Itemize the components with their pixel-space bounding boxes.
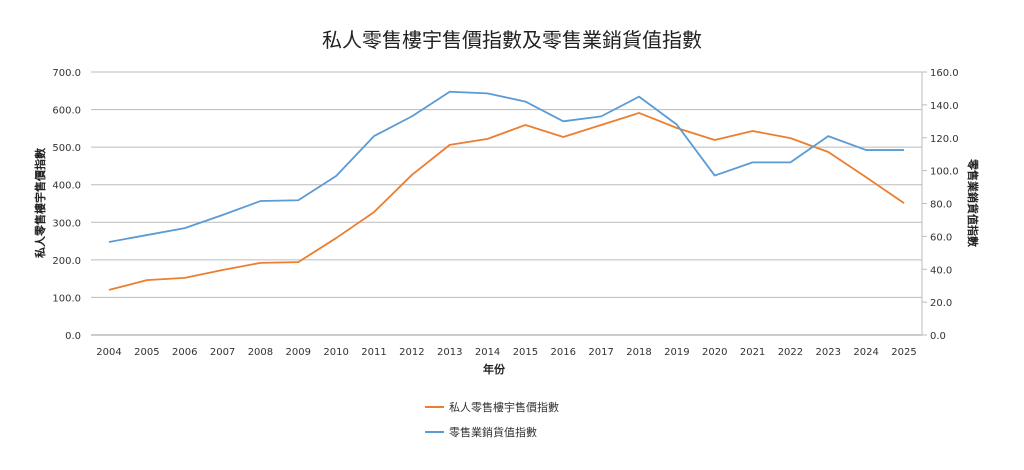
- x-tick-label: 2013: [437, 347, 462, 358]
- y-tick-label: 600.0: [52, 106, 81, 117]
- y2-tick-label: 140.0: [930, 101, 959, 112]
- legend-label-price: 私人零售樓宇售價指數: [449, 400, 559, 414]
- y2-tick-label: 120.0: [930, 134, 959, 145]
- x-tick-label: 2016: [551, 347, 576, 358]
- x-axis: 2004 2005 2006 2007 2008 2009 2010 2011 2012 2013…: [96, 347, 916, 358]
- y2-axis-label: 零售業銷貨值指數: [966, 158, 980, 247]
- series-lines: [108, 90, 905, 291]
- legend-label-retail: 零售業銷貨值指數: [449, 425, 537, 439]
- y-tick-label: 200.0: [52, 256, 81, 267]
- x-tick-label: 2010: [323, 347, 348, 358]
- x-tick-label: 2008: [248, 347, 273, 358]
- y-tick-label: 0.0: [65, 331, 81, 342]
- y2-tick-label: 80.0: [930, 200, 952, 211]
- y-axis-left: 0.0 100.0 200.0 300.0 400.0 500.0 600.0 700.0: [52, 68, 81, 342]
- x-tick-label: 2015: [513, 347, 538, 358]
- series-line-price-index: [108, 112, 905, 291]
- x-tick-label: 2006: [172, 347, 197, 358]
- chart-title: 私人零售樓宇售價指數及零售業銷貨值指數: [322, 28, 702, 52]
- x-tick-label: 2020: [702, 347, 727, 358]
- legend: 私人零售樓宇售價指數 零售業銷貨值指數: [425, 400, 559, 439]
- y2-tick-label: 20.0: [930, 298, 952, 309]
- y-tick-label: 300.0: [52, 218, 81, 229]
- y2-tick-label: 100.0: [930, 167, 959, 178]
- y-axis-right: 0.0 20.0 40.0 60.0 80.0 100.0 120.0 140.0 160.0: [930, 68, 959, 342]
- x-tick-label: 2012: [399, 347, 424, 358]
- x-tick-label: 2024: [853, 347, 878, 358]
- y-tick-label: 100.0: [52, 293, 81, 304]
- series-line-retail-index: [108, 90, 904, 243]
- y-axis-label: 私人零售樓宇售價指數: [33, 148, 47, 258]
- x-axis-label: 年份: [483, 362, 506, 376]
- gridlines: [91, 71, 927, 336]
- x-tick-label: 2009: [286, 347, 311, 358]
- x-tick-label: 2021: [740, 347, 765, 358]
- y-tick-label: 700.0: [52, 68, 81, 79]
- y2-tick-label: 40.0: [930, 265, 952, 276]
- y2-tick-label: 60.0: [930, 232, 952, 243]
- x-tick-label: 2014: [475, 347, 500, 358]
- y-tick-label: 500.0: [52, 143, 81, 154]
- x-tick-label: 2007: [210, 347, 235, 358]
- y-tick-label: 400.0: [52, 181, 81, 192]
- x-tick-label: 2025: [891, 347, 916, 358]
- y2-tick-label: 160.0: [930, 68, 959, 79]
- x-tick-label: 2017: [588, 347, 613, 358]
- x-tick-label: 2004: [96, 347, 121, 358]
- x-tick-label: 2022: [778, 347, 803, 358]
- x-tick-label: 2023: [816, 347, 841, 358]
- y2-tick-label: 0.0: [930, 331, 946, 342]
- x-tick-label: 2011: [361, 347, 386, 358]
- x-tick-label: 2019: [664, 347, 689, 358]
- x-tick-label: 2018: [626, 347, 651, 358]
- x-tick-label: 2005: [134, 347, 159, 358]
